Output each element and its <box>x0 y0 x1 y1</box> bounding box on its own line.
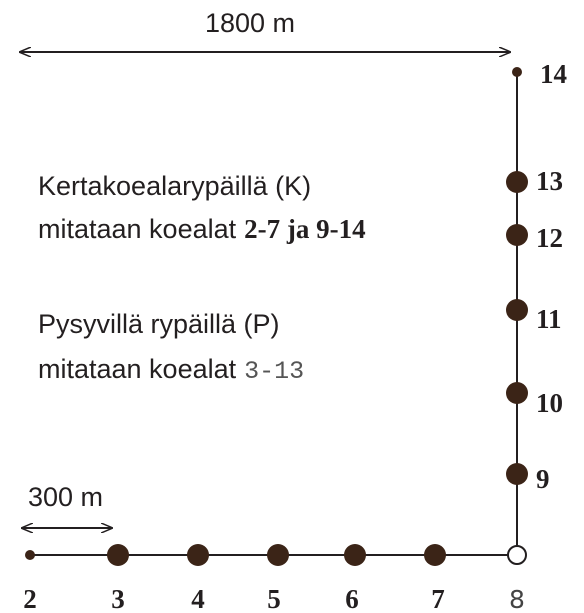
plot-point <box>507 545 527 565</box>
note-line: Kertakoealarypäillä (K) <box>38 171 311 201</box>
point-label: 9 <box>536 464 550 494</box>
plot-point <box>187 544 209 566</box>
point-label: 12 <box>536 223 563 253</box>
note-prefix: mitataan koealat <box>38 354 237 384</box>
plot-point <box>512 67 522 77</box>
plot-point <box>506 463 528 485</box>
note-line: Pysyvillä rypäillä (P) <box>38 309 280 339</box>
plot-point <box>424 544 446 566</box>
point-label: 11 <box>536 304 562 334</box>
plot-point <box>25 550 35 560</box>
note-line: mitataan koealat 2-7 ja 9-14 <box>38 214 366 244</box>
point-label: 2 <box>23 584 37 613</box>
plot-point <box>344 544 366 566</box>
point-label: 3 <box>111 584 125 613</box>
point-label: 6 <box>345 584 359 613</box>
note-range: 2-7 ja 9-14 <box>244 214 365 244</box>
point-label: 13 <box>536 166 563 196</box>
plot-point <box>506 224 528 246</box>
point-label: 5 <box>267 584 281 613</box>
point-label: 14 <box>540 59 567 89</box>
plot-point <box>506 382 528 404</box>
plot-point <box>506 171 528 193</box>
note-prefix: mitataan koealat <box>38 214 237 244</box>
plot-point <box>107 544 129 566</box>
scale-bottom-label: 300 m <box>28 482 103 512</box>
point-label: 8 <box>509 585 525 613</box>
point-label: 7 <box>431 584 445 613</box>
scale-top-label: 1800 m <box>205 8 295 38</box>
note-line: mitataan koealat 3-13 <box>38 354 304 386</box>
note-range: 3-13 <box>244 357 304 386</box>
point-label: 10 <box>536 388 563 418</box>
plot-point <box>267 544 289 566</box>
point-label: 4 <box>191 584 205 613</box>
plot-point <box>506 299 528 321</box>
